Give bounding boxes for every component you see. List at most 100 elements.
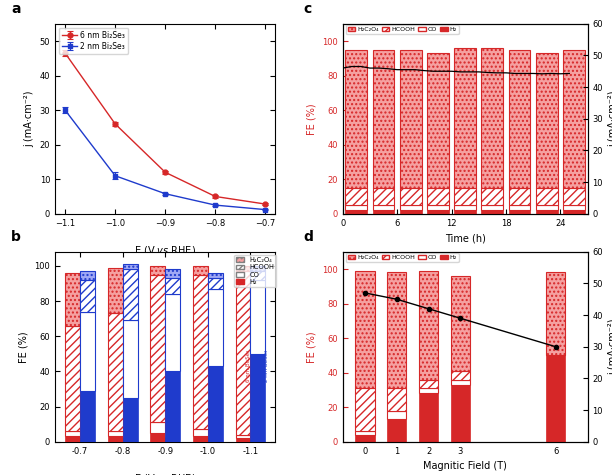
Bar [536,210,558,214]
Bar [65,431,80,437]
Bar [387,273,406,388]
Bar [509,188,531,205]
Bar [250,354,266,442]
Y-axis label: j (mA·cm⁻²): j (mA·cm⁻²) [608,319,612,375]
Bar [387,411,406,419]
Bar [451,371,470,380]
Bar [536,53,558,188]
Bar [250,280,266,354]
Text: b: b [11,230,21,244]
Bar [151,422,165,433]
Bar [400,210,422,214]
Bar [509,50,531,188]
Bar [193,275,208,429]
Bar [419,380,438,388]
Bar [108,437,122,442]
Bar [427,210,449,214]
Legend: H₂C₂O₄, HCOOH, CO, H₂: H₂C₂O₄, HCOOH, CO, H₂ [234,255,277,287]
Bar [419,388,438,393]
Bar [482,188,503,205]
Bar [122,398,138,442]
Bar [454,210,476,214]
Legend: H₂C₂O₄, HCOOH, CO, H₂: H₂C₂O₄, HCOOH, CO, H₂ [346,25,458,34]
Bar [108,431,122,437]
Bar [151,275,165,422]
Bar [122,264,138,269]
Bar [345,210,367,214]
Bar [482,210,503,214]
Bar [165,269,180,278]
Y-axis label: FE (%): FE (%) [19,331,29,362]
Bar [454,48,476,188]
Bar [427,53,449,188]
Bar [454,188,476,205]
Bar [208,289,223,366]
Bar [546,355,565,442]
Legend: H₂C₂O₄, HCOOH, CO, H₂: H₂C₂O₄, HCOOH, CO, H₂ [346,253,458,262]
Bar [236,435,250,438]
Bar [482,48,503,188]
Bar [345,188,367,205]
Bar [193,437,208,442]
Bar [165,371,180,442]
Bar [65,273,80,326]
Bar [451,380,470,385]
Bar [108,314,122,431]
Text: 6 nm Bi₂Se₃: 6 nm Bi₂Se₃ [247,350,252,382]
Bar [536,205,558,210]
Bar [356,271,375,388]
Bar [419,393,438,442]
Text: c: c [304,2,312,16]
Bar [80,391,95,442]
Bar [400,205,422,210]
Y-axis label: FE (%): FE (%) [307,331,316,362]
Bar [80,280,95,312]
Bar [419,271,438,380]
Bar [165,294,180,371]
Bar [482,205,503,210]
Bar [208,366,223,442]
Text: 2 nm Bi₂Se₃: 2 nm Bi₂Se₃ [264,350,269,382]
Y-axis label: FE (%): FE (%) [307,103,316,134]
Bar [427,188,449,205]
Bar [122,269,138,320]
Bar [454,205,476,210]
Bar [563,205,585,210]
Legend: 6 nm Bi₂Se₃, 2 nm Bi₂Se₃: 6 nm Bi₂Se₃, 2 nm Bi₂Se₃ [59,28,129,54]
Bar [509,205,531,210]
Bar [387,388,406,411]
Text: E (V $vs$ RHE): E (V $vs$ RHE) [134,244,196,257]
Bar [122,320,138,398]
Bar [563,210,585,214]
Bar [108,267,122,314]
Bar [165,278,180,294]
Y-axis label: j (mA·cm⁻²): j (mA·cm⁻²) [608,91,612,147]
Bar [236,266,250,271]
Text: E (V $vs$ RHE): E (V $vs$ RHE) [134,472,196,475]
Text: a: a [11,2,21,16]
Bar [356,388,375,431]
Bar [373,50,394,188]
Bar [400,50,422,188]
Bar [236,438,250,442]
Bar [536,188,558,205]
Bar [208,273,223,278]
Bar [451,385,470,442]
Bar [356,431,375,435]
Bar [373,188,394,205]
Bar [151,433,165,442]
Y-axis label: j (mA·cm⁻²): j (mA·cm⁻²) [24,91,34,147]
Bar [151,266,165,275]
Bar [427,205,449,210]
Bar [563,50,585,188]
Bar [546,273,565,355]
Bar [250,266,266,271]
Bar [345,205,367,210]
Bar [208,278,223,289]
Bar [400,188,422,205]
Bar [387,419,406,442]
X-axis label: Magnitic Field (T): Magnitic Field (T) [423,461,507,471]
Bar [80,271,95,280]
Bar [373,210,394,214]
Bar [451,276,470,371]
